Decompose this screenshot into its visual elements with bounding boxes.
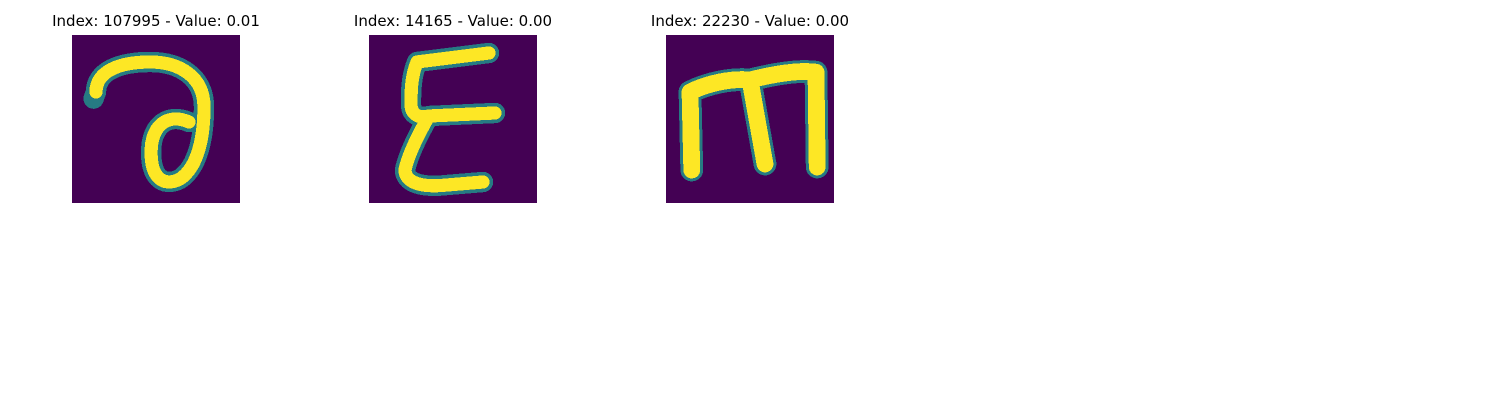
glyph-image-1 [72, 35, 240, 203]
glyph-image-2 [369, 35, 537, 203]
panel-title: Index: 22230 - Value: 0.00 [650, 12, 850, 30]
panel-title: Index: 14165 - Value: 0.00 [353, 12, 553, 30]
image-panel-1: Index: 107995 - Value: 0.01 [36, 0, 276, 210]
glyph-stroke [398, 46, 502, 193]
glyph-stroke [89, 55, 211, 189]
glyph-stroke [681, 63, 826, 179]
image-panel-3: Index: 22230 - Value: 0.00 [630, 0, 870, 210]
image-panel-2: Index: 14165 - Value: 0.00 [333, 0, 573, 210]
panel-title: Index: 107995 - Value: 0.01 [52, 12, 260, 30]
glyph-image-3 [666, 35, 834, 203]
